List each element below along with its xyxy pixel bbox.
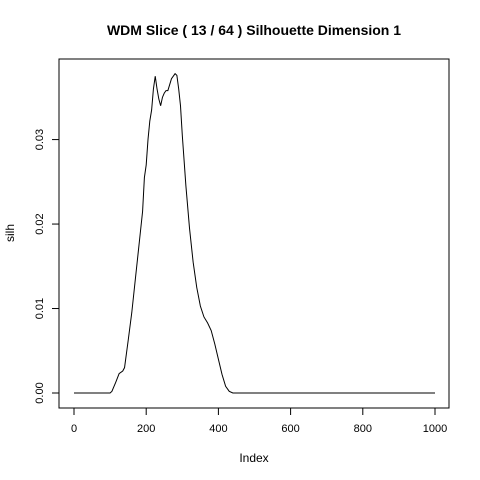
y-tick-label: 0.02: [34, 213, 46, 234]
x-tick-label: 200: [137, 423, 155, 435]
x-axis-label: Index: [239, 451, 268, 465]
x-axis: 0 200 400 600 800 1000: [71, 407, 447, 435]
chart-title: WDM Slice ( 13 / 64 ) Silhouette Dimensi…: [107, 22, 401, 38]
series-line: [74, 72, 435, 394]
y-axis: 0.00 0.01 0.02 0.03: [34, 129, 60, 404]
y-tick-label: 0.00: [34, 382, 46, 403]
x-tick-label: 800: [354, 423, 372, 435]
plot-frame: [58, 58, 450, 409]
x-tick-label: 400: [209, 423, 227, 435]
y-axis-label: silh: [3, 224, 17, 242]
x-tick-label: 0: [71, 423, 77, 435]
x-tick-label: 600: [281, 423, 299, 435]
y-tick-label: 0.01: [34, 298, 46, 319]
x-tick-label: 1000: [423, 423, 447, 435]
y-tick-label: 0.03: [34, 129, 46, 150]
